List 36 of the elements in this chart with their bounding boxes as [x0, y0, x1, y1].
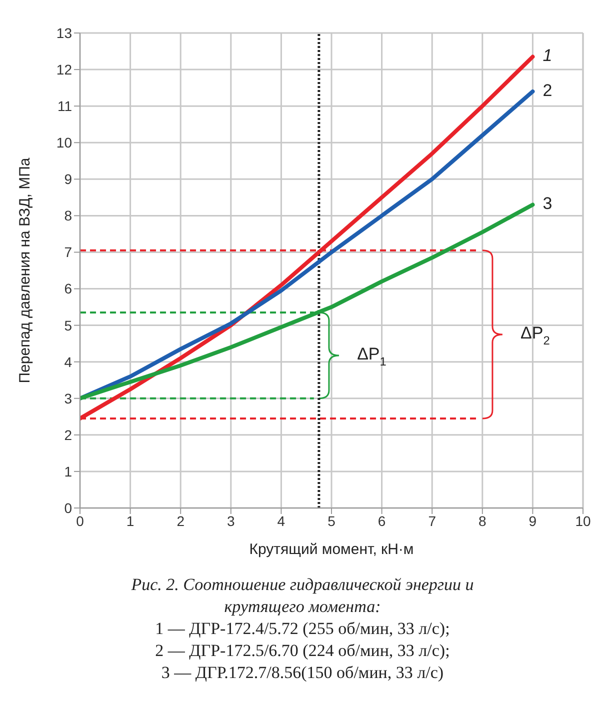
series-label: 1 — [542, 46, 552, 66]
x-tick-label: 5 — [328, 512, 336, 529]
x-tick-label: 3 — [227, 512, 235, 529]
annotation: ΔP$_{1}$ — [357, 344, 387, 369]
series-label: 3 — [542, 194, 552, 214]
x-tick-label: 1 — [126, 512, 134, 529]
y-tick-label: 2 — [64, 426, 72, 443]
y-tick-label: 9 — [64, 171, 72, 188]
x-axis-title: Крутящий момент, кН·м — [249, 541, 414, 558]
y-tick-label: 0 — [64, 500, 72, 516]
y-axis-title: Перепад давления на ВЗД, МПа — [16, 157, 34, 384]
x-tick-label: 2 — [176, 512, 185, 529]
x-tick-label: 6 — [378, 512, 386, 529]
x-tick-label: 0 — [76, 512, 84, 529]
x-tick-label: 8 — [478, 512, 486, 529]
y-tick-label: 11 — [57, 98, 72, 114]
y-tick-label: 4 — [64, 354, 72, 370]
text: Рис. 2. Соотношение гидравлической энергии и крутящего момента: — [130, 574, 475, 618]
x-tick-label: 10 — [575, 512, 591, 529]
annotation: ΔP$_{2}$ — [520, 324, 550, 348]
text: 2 — ДГР-172.5/6.70 (224 об/мин, 33 л/с); — [154, 640, 451, 662]
x-tick-label: 4 — [277, 512, 286, 529]
y-tick-label: 13 — [56, 24, 72, 41]
x-tick-label: 7 — [428, 512, 436, 529]
y-tick-label: 6 — [64, 280, 72, 297]
y-tick-label: 5 — [64, 317, 72, 334]
y-tick-label: 10 — [56, 134, 72, 151]
y-tick-label: 8 — [64, 208, 72, 224]
y-tick-label: 1 — [64, 463, 72, 480]
y-tick-label: 12 — [56, 62, 72, 78]
text: 3 — ДГР.172.7/8.56(150 об/мин, 33 л/с) — [160, 662, 445, 684]
series-label: 2 — [542, 80, 552, 100]
y-tick-label: 3 — [64, 390, 72, 406]
y-tick-label: 7 — [64, 244, 72, 260]
x-tick-label: 9 — [528, 512, 537, 529]
text: 1 — ДГР-172.4/5.72 (255 об/мин, 33 л/с); — [154, 618, 451, 640]
